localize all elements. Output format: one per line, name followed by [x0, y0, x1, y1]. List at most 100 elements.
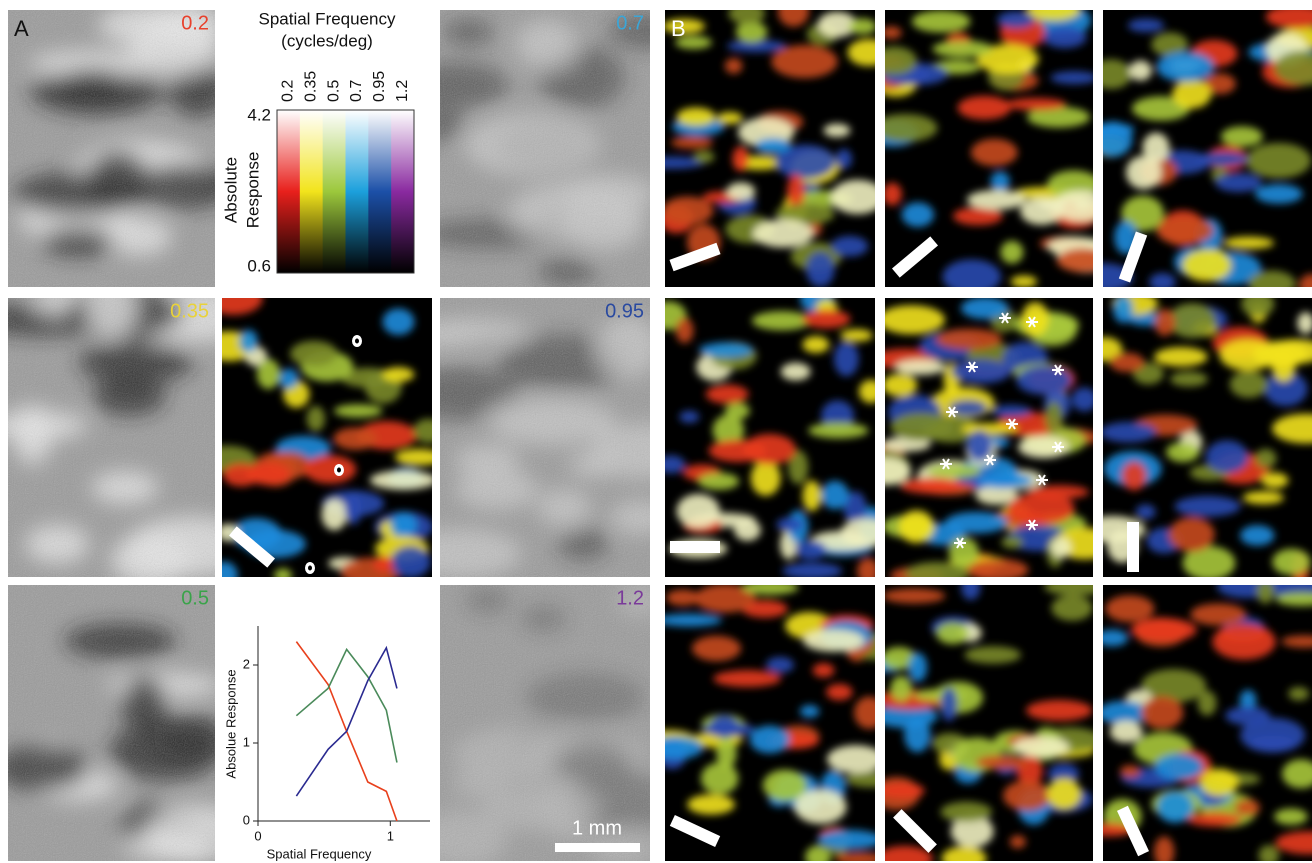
blob [890, 675, 913, 702]
blob [966, 430, 993, 462]
blob [840, 329, 874, 342]
panel-value-label: 0.5 [181, 587, 209, 609]
blob [691, 635, 742, 662]
blob [751, 311, 812, 331]
blob [1016, 365, 1072, 395]
map-content [665, 10, 875, 287]
blob [976, 44, 1039, 74]
gray-map [8, 298, 215, 577]
orientation-bar [893, 809, 937, 853]
blob [1281, 759, 1312, 789]
blob [1272, 413, 1312, 444]
blob [1239, 689, 1257, 712]
y-tick-label: 1 [243, 734, 250, 749]
blob [1187, 812, 1242, 827]
blob [782, 562, 843, 577]
blob [911, 10, 971, 33]
blob [942, 259, 1002, 287]
blob [1263, 371, 1308, 407]
blob [705, 384, 749, 404]
legend-column-label: 1.2 [394, 80, 411, 102]
legend-swatch [345, 110, 369, 273]
blob [935, 328, 1002, 350]
blob [948, 537, 979, 568]
blob [805, 845, 831, 861]
x-tick-label: 1 [387, 828, 394, 843]
color-map [1103, 10, 1312, 287]
panel-value-label: 0.7 [616, 12, 644, 34]
blob [788, 450, 809, 485]
blob [1028, 485, 1090, 499]
blob [1056, 248, 1093, 273]
blob [926, 463, 981, 478]
blob [1297, 312, 1312, 334]
blob [766, 656, 794, 673]
blob [823, 123, 851, 138]
blob [1048, 763, 1080, 785]
blob [940, 687, 958, 722]
blob [777, 10, 810, 27]
color-map [222, 298, 432, 577]
blob [885, 182, 902, 206]
blob [1135, 504, 1156, 520]
blob [780, 362, 811, 381]
gray-map [440, 585, 650, 861]
blob [1248, 270, 1296, 287]
blob [802, 480, 822, 512]
map-blobs [665, 10, 875, 287]
blob [665, 736, 704, 760]
blob [966, 558, 1029, 577]
site-dot [355, 338, 359, 344]
legend-column-label: 0.35 [302, 71, 319, 102]
blob [960, 298, 1009, 320]
blob [1047, 778, 1082, 810]
blob [885, 845, 933, 861]
orientation-bar [891, 236, 939, 278]
blob [1105, 595, 1155, 623]
gray-map [8, 10, 215, 287]
blob [726, 182, 756, 201]
x-axis-label: Spatial Frequency [267, 846, 372, 861]
blob [1168, 303, 1216, 339]
blob [774, 144, 836, 179]
blob [885, 373, 918, 397]
blob [1151, 32, 1189, 57]
map-content [8, 298, 215, 577]
blob [1109, 720, 1143, 743]
blob [885, 704, 938, 728]
blob [1103, 700, 1149, 725]
orientation-bar [1118, 231, 1148, 283]
legend-column-label: 0.7 [348, 80, 365, 102]
color-map [1103, 585, 1312, 861]
blob [843, 491, 867, 525]
orientation-bar [669, 814, 721, 848]
blob [826, 683, 853, 701]
legend-swatch [277, 110, 301, 273]
blob [734, 519, 761, 541]
map-content [885, 585, 1093, 861]
blob [1007, 492, 1075, 525]
blob [713, 670, 782, 688]
blob [953, 206, 1003, 226]
y-tick-label: 2 [243, 656, 250, 671]
blob [1288, 686, 1310, 701]
noise [440, 10, 650, 287]
color-map [885, 10, 1093, 287]
blob [676, 493, 720, 529]
blob [808, 422, 869, 439]
panel-letter: B [671, 16, 686, 41]
blob [290, 340, 338, 367]
blob [812, 663, 835, 678]
orientation-bar [669, 242, 721, 272]
blob [735, 21, 768, 43]
blob [1220, 126, 1263, 147]
blob [976, 472, 1034, 489]
blob [858, 379, 875, 404]
noise [8, 298, 215, 577]
blob [1219, 339, 1277, 371]
blob [1017, 435, 1070, 459]
blob [1281, 635, 1312, 648]
map-content [1103, 298, 1312, 577]
blob [741, 600, 788, 618]
